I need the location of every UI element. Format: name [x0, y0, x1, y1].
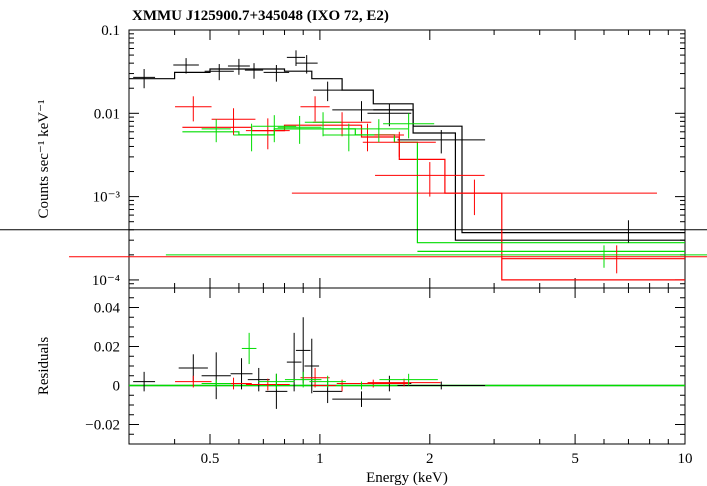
bottom-y-tick-labels: −0.02 0 0.02 0.04	[85, 301, 120, 434]
pn-residual-point	[332, 391, 391, 407]
top-y-tick-label: 0.1	[101, 23, 120, 39]
top-y-axis-label: Counts sec⁻¹ keV⁻¹	[36, 100, 52, 219]
pn-data-point	[227, 58, 250, 75]
mos1-data-point	[362, 131, 436, 157]
top-y-tick-labels: 0.1 0.01 10⁻³ 10⁻⁴	[92, 23, 121, 289]
pn-data-point	[263, 65, 290, 82]
mos2-data-point	[383, 113, 435, 139]
bottom-y-tick-label: 0	[113, 379, 121, 395]
bottom-y-tick-label: 0.04	[94, 301, 121, 317]
pn-data-point	[204, 64, 234, 81]
mos2-data-point	[201, 119, 231, 143]
chart-title: XMMU J125900.7+345048 (IXO 72, E2)	[132, 8, 389, 24]
pn-data-point	[173, 58, 199, 74]
mos2-residual-point	[309, 375, 346, 388]
x-tick-label: 5	[571, 451, 579, 467]
x-tick-label: 1	[316, 451, 324, 467]
mos1-data-point	[375, 162, 485, 197]
pn-data-point	[313, 81, 343, 102]
mos1-residual-point	[336, 379, 410, 388]
pn-model2-line	[373, 109, 685, 241]
top-y-tick-label: 10⁻⁴	[92, 273, 120, 289]
mos2-model-line	[182, 128, 685, 244]
mos2-residual-point	[335, 381, 388, 390]
pn-residual-point	[230, 358, 253, 390]
bottom-y-axis-label: Residuals	[36, 337, 52, 395]
mos1-data-point	[175, 96, 212, 122]
x-axis-ticks	[128, 30, 686, 444]
x-tick-labels: 0.5 1 2 5 10	[201, 451, 693, 467]
mos2-residual-point	[284, 371, 322, 388]
mos2-residual-point	[379, 373, 438, 386]
pn-residual-point	[133, 371, 156, 392]
top-panel-models	[129, 68, 685, 281]
x-axis-label: Energy (keV)	[366, 470, 448, 486]
mos2-data-point	[349, 119, 409, 143]
mos2-data-point	[165, 245, 707, 268]
x-tick-label: 2	[426, 451, 434, 467]
pn-residual-point	[286, 332, 302, 392]
pn-data-point	[0, 220, 707, 243]
mos1-data-point	[300, 96, 330, 122]
mos1-data-point	[312, 112, 372, 137]
top-y-tick-label: 0.01	[94, 106, 120, 122]
pn-residual-point	[201, 352, 231, 400]
bottom-panel-frame	[128, 287, 686, 445]
pn-residual-point	[247, 367, 270, 392]
x-tick-label: 10	[678, 451, 693, 467]
pn-data-point	[133, 69, 156, 89]
bottom-panel-ticks	[129, 287, 685, 445]
bottom-panel-data	[133, 317, 486, 409]
pn-residual-point	[397, 381, 486, 390]
mos1-data-point	[291, 179, 657, 216]
mos1-residual-point	[175, 375, 212, 388]
mos2-residual-point	[201, 379, 231, 388]
mos1-residual-point	[300, 367, 330, 388]
mos2-residual-point	[241, 332, 257, 365]
top-y-tick-label: 10⁻³	[93, 190, 121, 206]
pn-data-point	[367, 103, 412, 127]
pn-model-line	[129, 68, 685, 234]
pn-data-point	[244, 63, 264, 79]
pn-data-point	[332, 101, 391, 122]
mos1-data-point	[245, 118, 290, 150]
mos1-data-point	[69, 245, 707, 274]
mos2-residual-point	[258, 373, 295, 390]
top-panel-data	[0, 50, 707, 274]
x-tick-label: 0.5	[201, 451, 220, 467]
mos2-data-point	[277, 115, 322, 144]
pn-data-point	[295, 55, 318, 74]
mos1-data-point	[211, 108, 256, 135]
pn-residual-point	[304, 338, 320, 394]
mos2-data-point	[304, 112, 342, 137]
mos2-data-point	[252, 115, 297, 143]
pn-data-point	[397, 130, 486, 154]
mos2-data-point	[323, 123, 375, 152]
bottom-y-tick-label: 0.02	[94, 340, 120, 356]
bottom-y-tick-label: −0.02	[85, 418, 120, 434]
mos2-data-point	[233, 123, 270, 152]
mos1-residual-point	[245, 378, 290, 391]
